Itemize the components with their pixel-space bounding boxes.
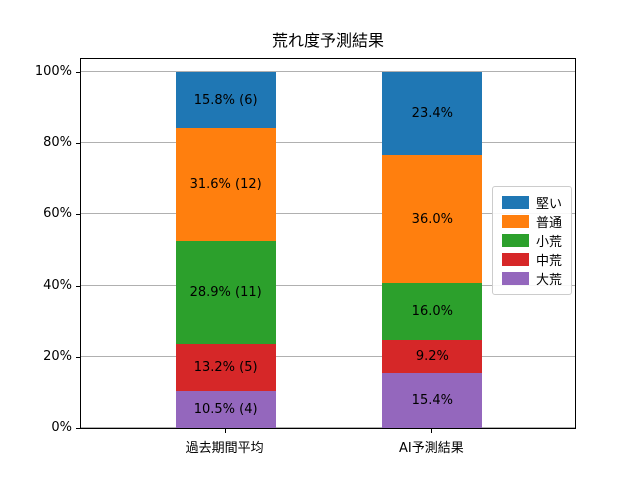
- bar-segment-label: 31.6% (12): [189, 177, 262, 192]
- legend-label: 堅い: [536, 197, 563, 212]
- y-gridline: [81, 142, 575, 144]
- y-axis-tick-label: 20%: [43, 348, 72, 364]
- legend-swatch-icon: [502, 234, 529, 247]
- y-gridline: [81, 427, 575, 428]
- bar-segment: 23.4%: [382, 72, 483, 156]
- legend-label: 大荒: [536, 273, 563, 288]
- y-gridline: [81, 284, 575, 286]
- x-axis-tick-label: AI予測結果: [398, 441, 464, 456]
- y-gridline: [81, 213, 575, 215]
- legend-item: 小荒: [502, 232, 563, 250]
- legend-label: 小荒: [536, 235, 563, 250]
- bar-segment-label: 10.5% (4): [193, 401, 258, 417]
- bar-segment: 15.8% (6): [175, 72, 276, 129]
- x-axis-tick: [224, 429, 226, 433]
- y-axis-tick: [76, 143, 80, 145]
- bar-segment-label: 23.4%: [411, 106, 453, 122]
- legend-swatch-icon: [502, 272, 529, 285]
- bar-segment: 15.4%: [382, 373, 483, 428]
- bar-segment-label: 15.8% (6): [193, 92, 258, 108]
- legend-label: 中荒: [536, 254, 563, 269]
- legend-item: 中荒: [502, 251, 563, 269]
- bar-segment-label: 36.0%: [411, 211, 453, 227]
- bar-segment: 28.9% (11): [175, 240, 276, 344]
- x-axis-tick: [431, 429, 433, 433]
- legend: 堅い普通小荒中荒大荒: [492, 186, 573, 295]
- chart-title: 荒れ度予測結果: [271, 31, 384, 50]
- bar-segment-label: 9.2%: [415, 349, 449, 365]
- bar-segment-label: 13.2% (5): [193, 359, 258, 375]
- legend-swatch-icon: [502, 196, 529, 209]
- y-axis-tick: [76, 356, 80, 358]
- bar-segment: 10.5% (4): [175, 390, 276, 428]
- x-axis-tick-label: 過去期間平均: [185, 441, 264, 456]
- y-axis-tick-label: 60%: [43, 206, 72, 222]
- legend-item: 堅い: [502, 194, 563, 212]
- y-axis-tick: [76, 428, 80, 429]
- legend-swatch-icon: [502, 253, 529, 266]
- legend-item: 大荒: [502, 270, 563, 288]
- legend-swatch-icon: [502, 215, 529, 228]
- legend-item: 普通: [502, 213, 563, 231]
- y-axis-tick-label: 80%: [43, 135, 72, 151]
- bar-segment: 16.0%: [382, 283, 483, 341]
- bar-segment-label: 16.0%: [411, 304, 453, 320]
- y-axis-tick-label: 100%: [34, 64, 72, 79]
- y-gridline: [81, 355, 575, 357]
- bar-segment: 9.2%: [382, 340, 483, 374]
- bar-segment-label: 15.4%: [411, 393, 453, 409]
- y-axis-tick: [76, 72, 80, 73]
- bar-segment: 13.2% (5): [175, 343, 276, 391]
- y-axis-tick-label: 0%: [51, 420, 72, 435]
- y-axis-tick: [76, 285, 80, 287]
- y-axis-tick: [76, 214, 80, 216]
- bar-segment: 31.6% (12): [175, 128, 276, 241]
- bar-segment-label: 28.9% (11): [189, 284, 262, 300]
- y-axis-tick-label: 40%: [43, 277, 72, 293]
- y-gridline: [81, 71, 575, 72]
- bar-segment: 36.0%: [382, 155, 483, 284]
- legend-label: 普通: [536, 216, 563, 231]
